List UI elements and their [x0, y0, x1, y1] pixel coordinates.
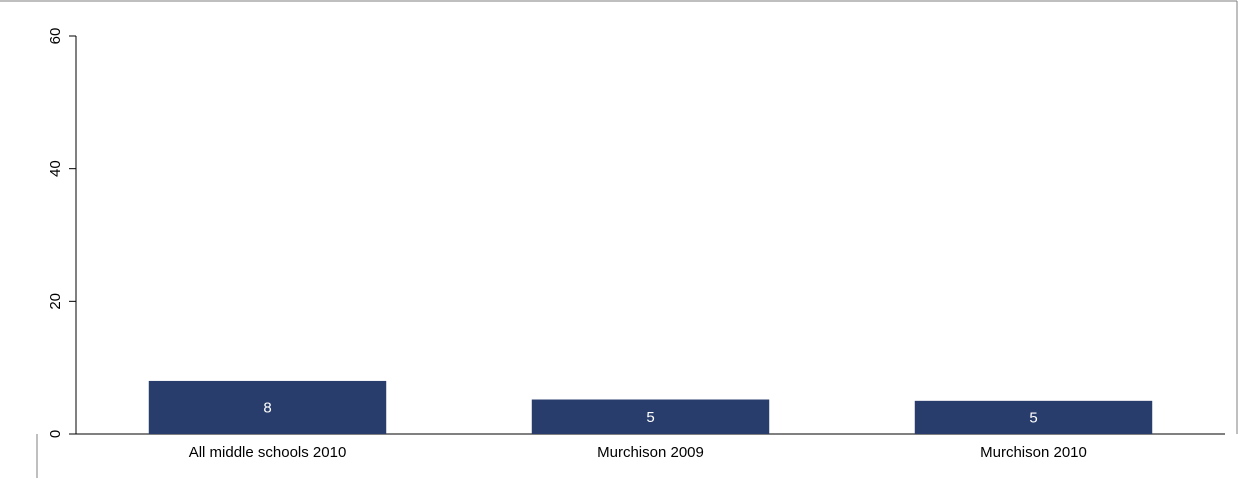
category-labels: All middle schools 2010 Murchison 2009 Mur… — [189, 444, 1087, 461]
bar — [148, 380, 387, 434]
bar-value-label: 5 — [646, 409, 654, 426]
x-category-label: Murchison 2010 — [980, 444, 1087, 461]
bar-value-label: 5 — [1029, 409, 1037, 426]
bar — [531, 399, 770, 434]
bar-labels: 8 5 5 — [263, 399, 1037, 426]
bars — [148, 380, 1153, 434]
x-category-label: All middle schools 2010 — [189, 444, 347, 461]
y-axis: 0 20 40 60 — [47, 28, 77, 438]
y-tick-label: 60 — [47, 28, 64, 45]
x-category-label: Murchison 2009 — [597, 444, 704, 461]
bar — [914, 400, 1153, 434]
y-tick-label: 40 — [47, 160, 64, 177]
y-tick-label: 20 — [47, 293, 64, 310]
y-tick-label: 0 — [47, 430, 64, 438]
bar-value-label: 8 — [263, 399, 271, 416]
